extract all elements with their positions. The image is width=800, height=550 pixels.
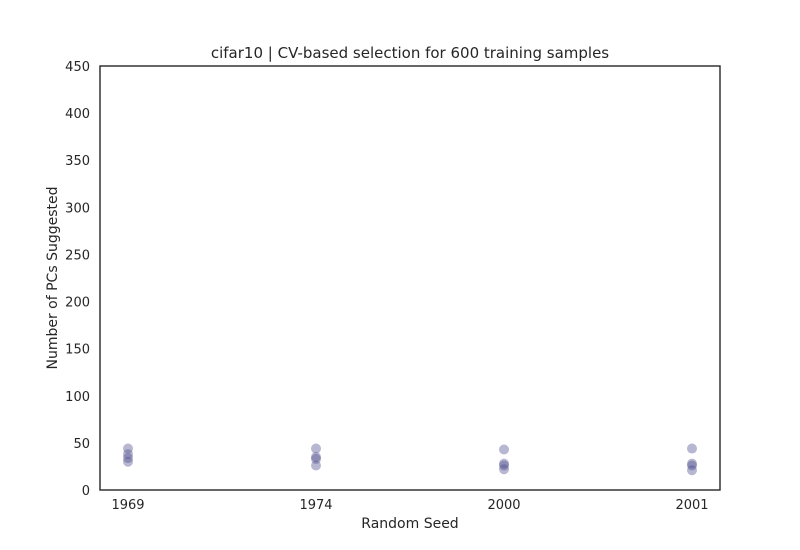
y-tick-label: 50 [73,437,90,452]
data-point [123,449,133,460]
y-axis-ticks: 0 50 100 150 200 250 300 350 400 450 [65,60,90,499]
data-point [687,465,697,476]
y-tick-label: 450 [65,60,90,75]
x-tick-label: 2001 [675,498,708,513]
data-point [311,443,321,454]
y-tick-label: 150 [65,343,90,358]
plot-frame [99,65,721,491]
y-tick-label: 100 [65,390,90,405]
x-tick-label: 1974 [299,498,332,513]
y-tick-label: 0 [82,484,90,499]
y-tick-label: 250 [65,248,90,263]
data-point [499,460,509,471]
data-point [311,460,321,471]
data-point [123,456,133,467]
data-point [499,464,509,475]
data-point [687,458,697,469]
data-point [687,460,697,471]
data-point [499,458,509,469]
x-tick-label: 1969 [111,498,144,513]
data-point [311,452,321,463]
y-tick-label: 200 [65,296,90,311]
data-point [499,444,509,455]
data-point [123,443,133,454]
y-axis-label: Number of PCs Suggested [45,186,61,369]
data-point [687,443,697,454]
x-tick-label: 2000 [487,498,520,513]
data-point [311,453,321,464]
y-tick-label: 350 [65,154,90,169]
plot-area [99,65,721,491]
x-axis-ticks: 1969 1974 2000 2001 [111,498,708,513]
data-point [123,452,133,463]
y-tick-label: 400 [65,107,90,122]
chart-title: cifar10 | CV-based selection for 600 tra… [211,44,609,62]
data-points [123,443,697,476]
y-tick-label: 300 [65,201,90,216]
x-axis-label: Random Seed [361,516,458,532]
